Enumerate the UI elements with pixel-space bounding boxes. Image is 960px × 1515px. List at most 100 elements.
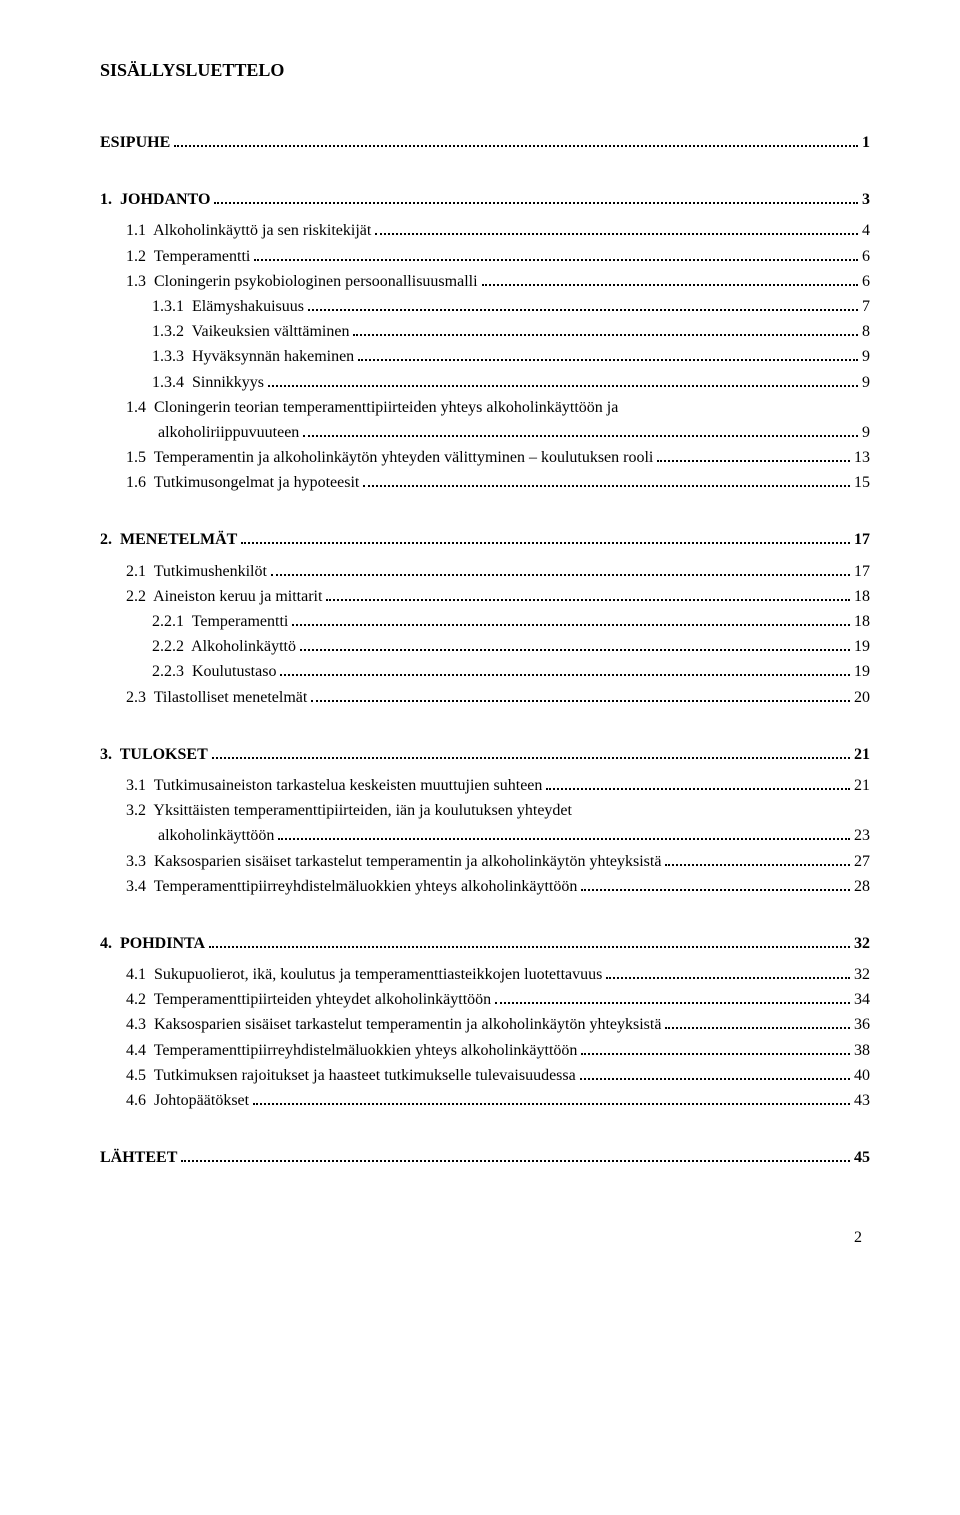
toc-label: ESIPUHE [100,131,170,154]
toc-line: 3. TULOKSET 21 [100,743,870,766]
toc-label: 1.1 Alkoholinkäyttö ja sen riskitekijät [126,219,371,242]
toc-label: 1.3.2 Vaikeuksien välttäminen [152,320,349,343]
toc-label: 3. TULOKSET [100,743,208,766]
toc-line: 4.1 Sukupuolierot, ikä, koulutus ja temp… [100,963,870,986]
toc-line: 3.3 Kaksosparien sisäiset tarkastelut te… [100,850,870,873]
toc-leader-dots [254,259,858,261]
toc-label: 3.2 Yksittäisten temperamenttipiirteiden… [126,799,572,822]
toc-line: 2.3 Tilastolliset menetelmät 20 [100,686,870,709]
toc-leader-dots [181,1160,850,1162]
toc-leader-dots [580,1078,850,1080]
toc-line: 2.2.2 Alkoholinkäyttö 19 [100,635,870,658]
toc-label: 2.2 Aineiston keruu ja mittarit [126,585,322,608]
toc-leader-dots [278,838,850,840]
toc-line: 1.1 Alkoholinkäyttö ja sen riskitekijät4 [100,219,870,242]
toc-page-number: 1 [862,131,870,154]
toc-leader-dots [268,385,858,387]
toc-leader-dots [271,574,850,576]
toc-line: 1.3.1 Elämyshakuisuus7 [100,295,870,318]
toc-label: 1.6 Tutkimusongelmat ja hypoteesit [126,471,359,494]
toc-line: 3.1 Tutkimusaineiston tarkastelua keskei… [100,774,870,797]
toc-line: 1.3.2 Vaikeuksien välttäminen8 [100,320,870,343]
toc-label: 1.3.1 Elämyshakuisuus [152,295,304,318]
page-number: 2 [100,1229,870,1247]
toc-leader-dots [311,700,850,702]
toc-line: 2. MENETELMÄT 17 [100,528,870,551]
toc-label: 1.3 Cloningerin psykobiologinen persoona… [126,270,478,293]
toc-leader-dots [308,309,858,311]
toc-label: 1.5 Temperamentin ja alkoholinkäytön yht… [126,446,653,469]
toc-leader-dots [280,674,850,676]
toc-page-number: 32 [854,963,870,986]
toc-leader-dots [300,649,850,651]
toc-label: LÄHTEET [100,1146,177,1169]
toc-page-number: 36 [854,1013,870,1036]
toc-label: 1.2 Temperamentti [126,245,250,268]
toc-leader-dots [253,1103,850,1105]
toc-page-number: 40 [854,1064,870,1087]
toc-label: 4.5 Tutkimuksen rajoitukset ja haasteet … [126,1064,576,1087]
toc-line: 1.3.4 Sinnikkyys 9 [100,371,870,394]
toc-leader-dots [241,542,850,544]
toc-line: alkoholiriippuvuuteen9 [100,421,870,444]
toc-line: 1.6 Tutkimusongelmat ja hypoteesit15 [100,471,870,494]
toc-line: 2.2.1 Temperamentti18 [100,610,870,633]
toc-label: 1.3.3 Hyväksynnän hakeminen [152,345,354,368]
toc-page-number: 17 [854,528,870,551]
toc-label: 1.3.4 Sinnikkyys [152,371,264,394]
toc-leader-dots [482,284,858,286]
toc-leader-dots [665,864,850,866]
toc-label: 4.1 Sukupuolierot, ikä, koulutus ja temp… [126,963,602,986]
toc-page-number: 45 [854,1146,870,1169]
toc-page-number: 21 [854,743,870,766]
toc-label: 2. MENETELMÄT [100,528,237,551]
toc-label: 2.3 Tilastolliset menetelmät [126,686,307,709]
toc-page-number: 13 [854,446,870,469]
toc-page-number: 27 [854,850,870,873]
toc-line: 2.1 Tutkimushenkilöt17 [100,560,870,583]
toc-line: LÄHTEET 45 [100,1146,870,1169]
toc-line: 2.2 Aineiston keruu ja mittarit18 [100,585,870,608]
toc-label: 2.1 Tutkimushenkilöt [126,560,267,583]
toc-leader-dots [292,624,850,626]
toc-line: 3.2 Yksittäisten temperamenttipiirteiden… [100,799,870,822]
toc-label: 2.2.3 Koulutustaso [152,660,276,683]
toc-line: 4.4 Temperamenttipiirreyhdistelmäluokkie… [100,1039,870,1062]
toc-line: 4.2 Temperamenttipiirteiden yhteydet alk… [100,988,870,1011]
toc-line: 1.3.3 Hyväksynnän hakeminen9 [100,345,870,368]
toc-page-number: 9 [862,371,870,394]
toc-label: 4.2 Temperamenttipiirteiden yhteydet alk… [126,988,491,1011]
toc-page-number: 43 [854,1089,870,1112]
toc-page-number: 18 [854,610,870,633]
toc-leader-dots [375,233,858,235]
toc-leader-dots [174,145,858,147]
toc-page-number: 23 [854,824,870,847]
toc-label: alkoholiriippuvuuteen [126,421,299,444]
toc-leader-dots [581,1053,850,1055]
toc-line: 1.3 Cloningerin psykobiologinen persoona… [100,270,870,293]
toc-leader-dots [581,889,850,891]
toc-line: 4.3 Kaksosparien sisäiset tarkastelut te… [100,1013,870,1036]
toc-label: 3.3 Kaksosparien sisäiset tarkastelut te… [126,850,661,873]
toc-leader-dots [303,435,858,437]
toc-leader-dots [358,359,858,361]
toc-leader-dots [326,599,850,601]
toc-line: 4. POHDINTA32 [100,932,870,955]
toc-page-number: 3 [862,188,870,211]
toc-leader-dots [209,946,850,948]
toc-label: 4.3 Kaksosparien sisäiset tarkastelut te… [126,1013,661,1036]
toc-line: 1.2 Temperamentti6 [100,245,870,268]
toc-line: 3.4 Temperamenttipiirreyhdistelmäluokkie… [100,875,870,898]
document-page: SISÄLLYSLUETTELO ESIPUHE11. JOHDANTO31.1… [0,0,960,1287]
toc-line: 4.6 Johtopäätökset43 [100,1089,870,1112]
toc-leader-dots [212,757,850,759]
toc-leader-dots [363,485,850,487]
toc-leader-dots [353,334,858,336]
toc-page-number: 19 [854,635,870,658]
toc-line: alkoholinkäyttöön23 [100,824,870,847]
toc-label: 2.2.2 Alkoholinkäyttö [152,635,296,658]
toc-page-number: 32 [854,932,870,955]
toc-page-number: 20 [854,686,870,709]
toc-page-number: 34 [854,988,870,1011]
toc-leader-dots [546,788,850,790]
